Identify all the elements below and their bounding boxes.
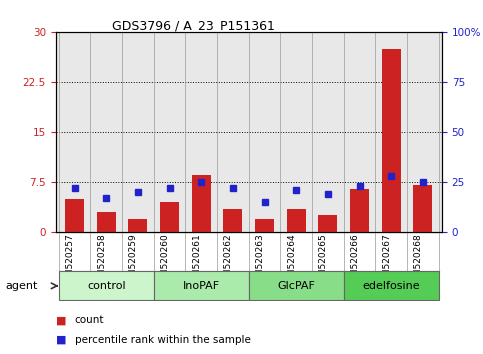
Text: GSM520268: GSM520268 xyxy=(414,233,423,288)
Text: GDS3796 / A_23_P151361: GDS3796 / A_23_P151361 xyxy=(112,19,275,33)
Text: GSM520261: GSM520261 xyxy=(192,233,201,288)
Text: percentile rank within the sample: percentile rank within the sample xyxy=(75,335,251,345)
Text: GSM520264: GSM520264 xyxy=(287,233,296,288)
Text: GSM520258: GSM520258 xyxy=(97,233,106,288)
Text: GSM520265: GSM520265 xyxy=(319,233,328,288)
Text: ■: ■ xyxy=(56,335,66,345)
Bar xyxy=(318,215,338,232)
Bar xyxy=(160,202,179,232)
Bar xyxy=(382,48,401,232)
Text: GSM520267: GSM520267 xyxy=(382,233,391,288)
Bar xyxy=(154,272,249,300)
Text: GSM520259: GSM520259 xyxy=(129,233,138,288)
Bar xyxy=(192,175,211,232)
Bar xyxy=(249,272,344,300)
Text: GSM520262: GSM520262 xyxy=(224,233,233,288)
Bar xyxy=(287,209,306,232)
Bar xyxy=(413,185,432,232)
Bar xyxy=(350,189,369,232)
Bar xyxy=(344,272,439,300)
Bar xyxy=(65,199,84,232)
Bar xyxy=(97,212,116,232)
Text: GSM520257: GSM520257 xyxy=(66,233,74,288)
Text: ■: ■ xyxy=(56,315,66,325)
Text: GSM520263: GSM520263 xyxy=(256,233,265,288)
Text: agent: agent xyxy=(6,281,38,291)
Bar xyxy=(59,272,154,300)
Bar xyxy=(255,218,274,232)
Text: GSM520260: GSM520260 xyxy=(160,233,170,288)
Bar xyxy=(224,209,242,232)
Text: InoPAF: InoPAF xyxy=(183,281,220,291)
Text: control: control xyxy=(87,281,126,291)
Text: GSM520266: GSM520266 xyxy=(351,233,360,288)
Text: edelfosine: edelfosine xyxy=(362,281,420,291)
Text: count: count xyxy=(75,315,104,325)
Bar xyxy=(128,218,147,232)
Text: GlcPAF: GlcPAF xyxy=(277,281,315,291)
